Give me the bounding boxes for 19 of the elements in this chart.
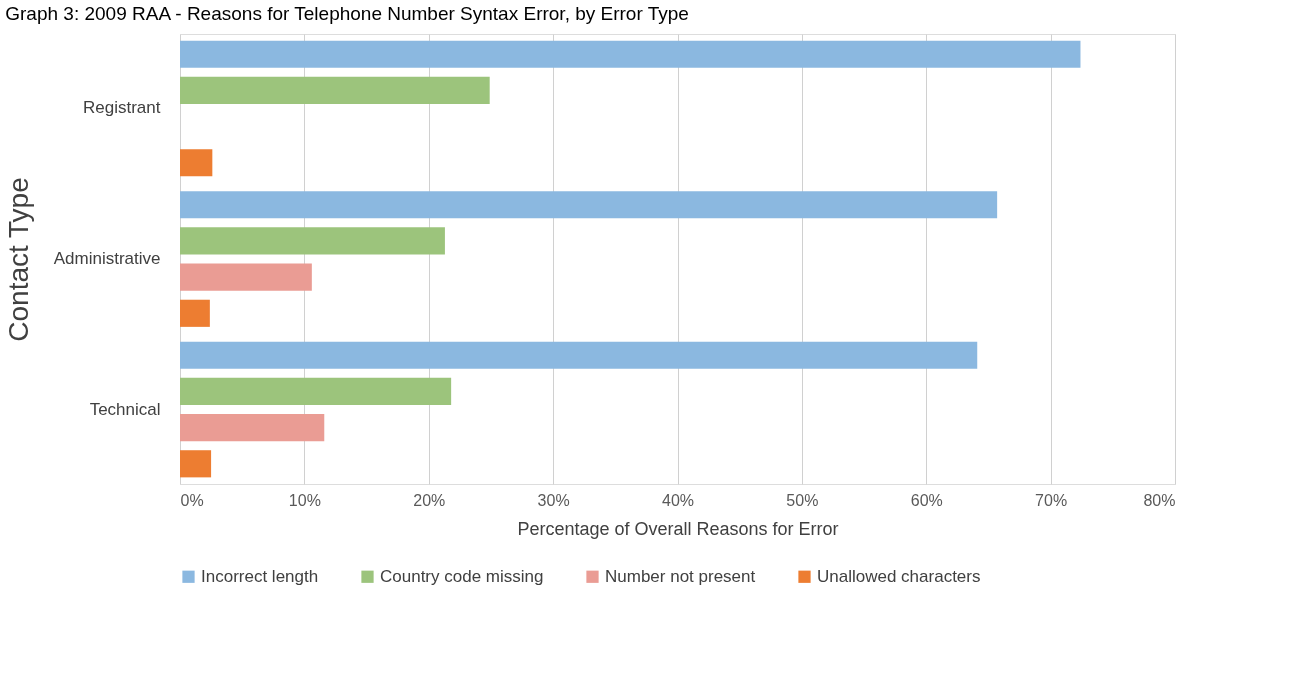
legend-label: Number not present: [605, 566, 756, 586]
y-tick-label: Administrative: [53, 249, 161, 268]
legend-label: Incorrect length: [201, 566, 319, 586]
x-tick-label: 30%: [537, 491, 570, 509]
y-tick-label: Technical: [89, 399, 161, 419]
y-axis-title: Contact Type: [2, 177, 34, 342]
chart-title: Graph 3: 2009 RAA - Reasons for Telephone Number Syntax Error, by Error Type: [5, 3, 689, 24]
legend-label: Unallowed characters: [817, 566, 981, 586]
x-tick-label: 80%: [1143, 491, 1176, 509]
x-axis-title: Percentage of Overall Reasons for Error: [517, 518, 839, 539]
x-tick-label: 50%: [786, 491, 819, 509]
x-tick-label: 60%: [910, 491, 943, 509]
x-tick-label: 20%: [413, 491, 446, 509]
x-tick-label: 70%: [1035, 491, 1068, 509]
x-tick-label: 40%: [661, 491, 695, 509]
x-tick-label: 10%: [288, 491, 321, 509]
y-tick-label: Registrant: [83, 98, 161, 118]
x-tick-label: 0%: [180, 491, 204, 509]
legend-label: Country code missing: [380, 566, 544, 586]
